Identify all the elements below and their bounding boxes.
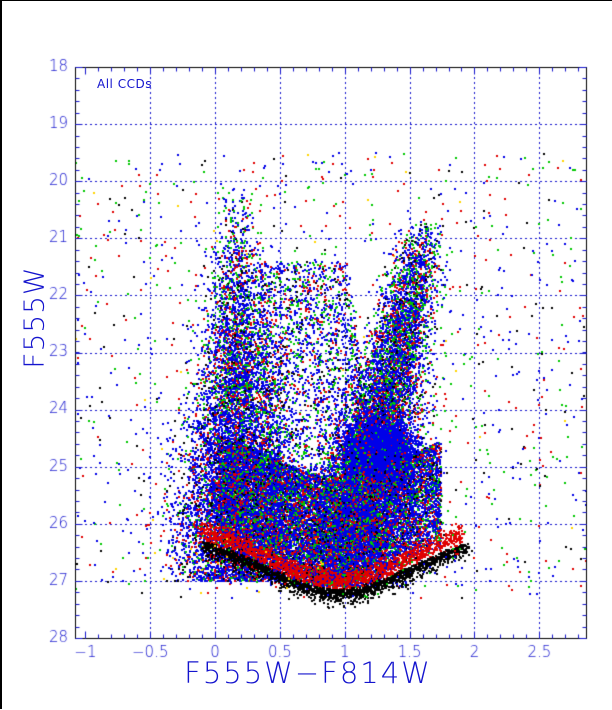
y-axis-label: F555W bbox=[17, 266, 51, 369]
plot-annotation-all-ccds: All CCDs bbox=[97, 77, 152, 91]
x-axis-label: F555W−F814W bbox=[184, 656, 432, 690]
